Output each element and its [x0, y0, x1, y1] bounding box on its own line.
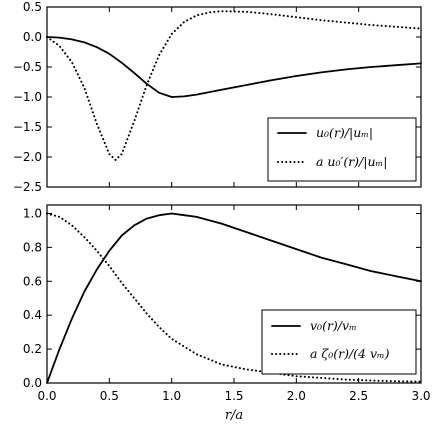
legend-label: u₀(r)/|uₘ|	[316, 125, 373, 140]
y-tick-label: −0.5	[13, 60, 42, 74]
legend-box	[267, 117, 417, 182]
x-axis-title: r/a	[225, 408, 243, 423]
x-tick-label: 3.0	[411, 389, 430, 403]
y-tick-label: 0.0	[23, 30, 42, 44]
x-tick-label: 0.0	[37, 389, 56, 403]
y-tick-label: 1.0	[23, 206, 42, 220]
y-tick-label: 0.0	[23, 376, 42, 390]
y-tick-label: −2.5	[13, 180, 42, 194]
y-tick-label: 0.2	[23, 342, 42, 356]
legend-label: v₀(r)/vₘ	[310, 318, 357, 333]
series-line-dotted	[46, 212, 422, 383]
x-tick-label: 1.0	[162, 389, 181, 403]
legend-label: a ζ₀(r)/(4 vₘ)	[310, 346, 390, 361]
legend: u₀(r)/|uₘ| a u₀′(r)/|uₘ|	[267, 117, 417, 182]
top-panel: 0.5 0.0 −0.5 −1.0 −1.5 −2.0 −2.5 u₀(r)/|uₘ| a u₀…	[13, 0, 422, 194]
y-tick-label: 0.5	[23, 0, 42, 14]
bottom-panel: 0.0 0.5 1.0 1.5 2.0 2.5 3.0 0.0 0.2 0.4 0.6 0.8 1.0 r…	[23, 204, 431, 423]
x-tick-label: 1.5	[224, 389, 243, 403]
y-tick-label: −1.5	[13, 120, 42, 134]
x-tick-label: 2.0	[287, 389, 306, 403]
series-line-solid	[46, 36, 422, 98]
legend: v₀(r)/vₘ a ζ₀(r)/(4 vₘ)	[261, 309, 417, 375]
x-tick-label: 0.5	[100, 389, 119, 403]
y-tick-label: −1.0	[13, 90, 42, 104]
y-tick-label: 0.8	[23, 240, 42, 254]
series-line-dotted	[46, 10, 422, 161]
legend-label: a u₀′(r)/|uₘ|	[316, 154, 387, 169]
y-tick-label: 0.4	[23, 308, 42, 322]
x-tick-label: 2.5	[349, 389, 368, 403]
y-tick-label: 0.6	[23, 274, 42, 288]
legend-box	[261, 309, 417, 375]
y-tick-label: −2.0	[13, 150, 42, 164]
series-line-solid	[46, 212, 422, 384]
